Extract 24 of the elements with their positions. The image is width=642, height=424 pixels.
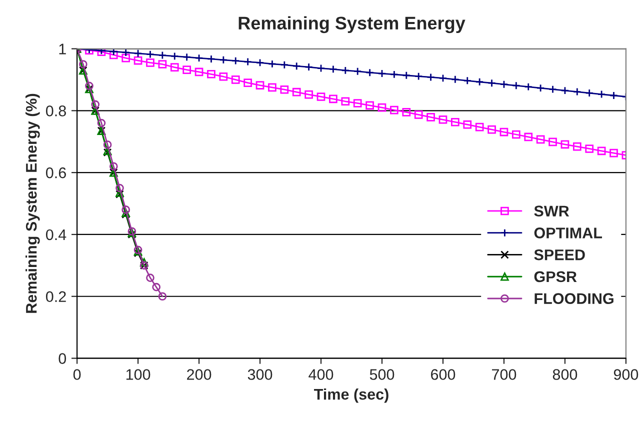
x-tick-label: 900 (614, 369, 638, 380)
y-tick-label: 0.4 (46, 229, 66, 240)
legend-label: SWR (534, 206, 570, 216)
y-tick-label: 0.6 (46, 167, 66, 178)
x-tick-label: 300 (248, 369, 272, 380)
y-tick-label: 0 (58, 353, 66, 364)
x-tick-label: 700 (492, 369, 516, 380)
legend-label: OPTIMAL (534, 228, 602, 238)
y-tick-label: 1 (59, 44, 66, 54)
legend-label: SPEED (534, 249, 585, 260)
y-tick-label: 0.2 (46, 291, 66, 302)
x-tick-label: 600 (431, 369, 456, 380)
x-tick-label: 400 (308, 369, 334, 380)
legend-label: GPSR (534, 271, 577, 282)
y-tick-label: 0.8 (46, 106, 66, 116)
chart-title: Remaining System Energy (238, 16, 466, 34)
x-tick-label: 100 (126, 369, 150, 380)
x-tick-label: 500 (370, 369, 394, 380)
x-axis-title: Time (sec) (314, 388, 388, 403)
x-tick-label: 0 (73, 369, 81, 380)
x-tick-label: 200 (187, 369, 212, 380)
x-tick-label: 800 (552, 369, 578, 380)
legend-label: FLOODING (534, 293, 614, 304)
y-axis-title: Remaining System Energy (%) (26, 94, 40, 313)
